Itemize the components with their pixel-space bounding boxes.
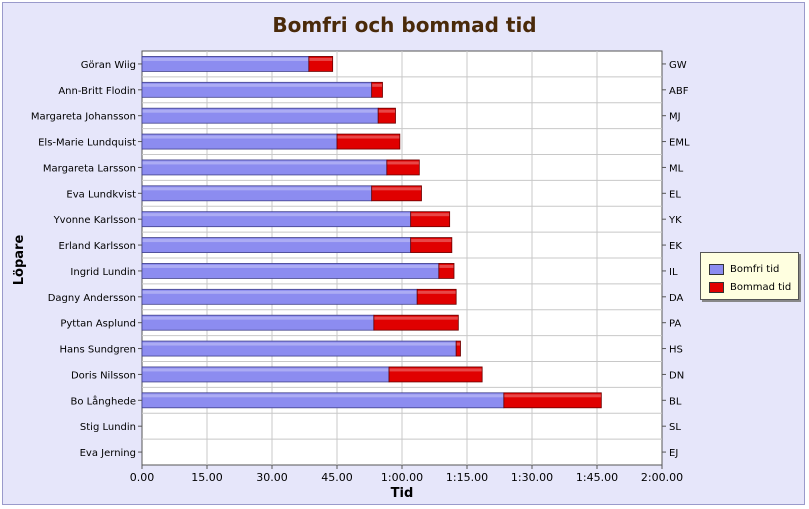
chart-title: Bomfri och bommad tid [272, 13, 537, 37]
bar-highlight [142, 394, 504, 398]
y2-tick-label: GW [669, 60, 687, 71]
y-tick-label: Els-Marie Lundquist [38, 138, 136, 149]
y2-tick-label: EL [669, 189, 681, 200]
bar-highlight [142, 316, 374, 320]
y-axis-label: Löpare [12, 235, 27, 286]
x-tick-label: 1:00.00 [381, 471, 423, 484]
legend-item-bommad: Bommad tid [709, 280, 791, 294]
bar-bommad [438, 263, 455, 279]
y2-tick-label: EJ [669, 448, 678, 459]
bar-highlight [374, 316, 458, 320]
y-tick-label: Göran Wiig [81, 60, 136, 71]
bar-bommad [416, 288, 457, 305]
bar-highlight [142, 135, 337, 139]
y2-tick-label: YK [668, 215, 682, 226]
y2-tick-label: ML [669, 163, 684, 174]
y2-tick-label: EK [669, 241, 682, 252]
x-tick-label: 2:00.00 [641, 471, 683, 484]
bar-bommad [371, 185, 422, 202]
bar-highlight [439, 264, 454, 268]
y-tick-label: Stig Lundin [80, 422, 136, 433]
bar-highlight [142, 239, 411, 243]
bar-highlight [309, 57, 333, 61]
bar-highlight [142, 264, 439, 268]
y2-tick-label: HS [669, 345, 683, 356]
bar-highlight [411, 213, 450, 217]
bar-highlight [417, 290, 456, 294]
bar-highlight [142, 290, 417, 294]
x-tick-label: 30.00 [256, 471, 288, 484]
y2-tick-label: BL [669, 396, 682, 407]
legend-swatch-bommad [709, 281, 724, 293]
bar-highlight [142, 213, 411, 217]
bar-bommad [377, 107, 396, 124]
y2-tick-label: MJ [669, 112, 681, 123]
y-tick-label: Dagny Andersson [48, 293, 136, 304]
bar-highlight [142, 57, 309, 61]
x-axis-label: Tid [391, 486, 414, 501]
bar-highlight [142, 161, 387, 165]
y2-tick-label: PA [669, 319, 681, 330]
bar-bommad [388, 366, 483, 383]
y2-tick-label: EML [669, 138, 690, 149]
y-tick-label: Eva Jerning [80, 448, 136, 459]
x-tick-label: 45.00 [321, 471, 353, 484]
bar-highlight [142, 109, 378, 113]
legend-label-bommad: Bommad tid [730, 281, 792, 293]
bar-bommad [410, 211, 451, 228]
bar-highlight [372, 187, 421, 191]
bar-highlight [142, 342, 456, 346]
y-tick-label: Ingrid Lundin [70, 267, 136, 278]
bar-bommad [386, 159, 420, 176]
bar-bommad [371, 81, 383, 98]
bar-bommad [410, 237, 453, 253]
chart-plot: 0.00 15.00 30.00 45.00 1:00.00 1:15.00 1:30.00… [12, 50, 690, 501]
bar-highlight [142, 187, 372, 191]
bar-bommad [308, 56, 334, 72]
x-tick-label: 1:15.00 [446, 471, 488, 484]
legend-item-bomfri: Bomfri tid [709, 262, 779, 276]
x-tick-label: 1:30.00 [511, 471, 553, 484]
bar-highlight [372, 83, 382, 87]
bar-bommad [373, 314, 459, 331]
y-tick-label: Doris Nilsson [71, 370, 136, 381]
y2-tick-label: ABF [669, 86, 689, 97]
bar-highlight [337, 135, 400, 139]
y-tick-label: Hans Sundgren [60, 345, 136, 356]
y-tick-label: Margareta Larsson [43, 163, 136, 174]
y-tick-label: Yvonne Karlsson [53, 215, 136, 226]
bar-bommad [336, 133, 401, 150]
y-tick-label: Eva Lundkvist [66, 189, 136, 200]
y2-tick-label: DN [669, 370, 684, 381]
y2-tick-label: DA [669, 293, 684, 304]
y-tick-label: Erland Karlsson [59, 241, 136, 252]
y2-tick-label: IL [669, 267, 678, 278]
bar-highlight [456, 342, 460, 346]
bar-highlight [378, 109, 395, 113]
legend-label-bomfri: Bomfri tid [730, 263, 780, 275]
chart-legend: Bomfri tid Bommad tid [700, 252, 799, 300]
x-tick-label: 1:45.00 [576, 471, 618, 484]
y-tick-label: Margareta Johansson [31, 112, 136, 123]
bar-highlight [387, 161, 419, 165]
bar-highlight [142, 83, 372, 87]
y-tick-label: Ann-Britt Flodin [58, 86, 136, 97]
x-tick-label: 15.00 [191, 471, 223, 484]
legend-swatch-bomfri [709, 263, 724, 275]
bar-highlight [411, 239, 452, 243]
x-tick-label: 0.00 [130, 471, 155, 484]
y2-tick-label: SL [669, 422, 681, 433]
y-tick-label: Pyttan Asplund [60, 319, 136, 330]
bar-bommad [503, 392, 602, 409]
bar-highlight [389, 368, 482, 372]
bar-highlight [504, 394, 601, 398]
bar-bommad [455, 340, 461, 357]
bar-highlight [142, 368, 389, 372]
y-tick-label: Bo Långhede [70, 394, 136, 407]
